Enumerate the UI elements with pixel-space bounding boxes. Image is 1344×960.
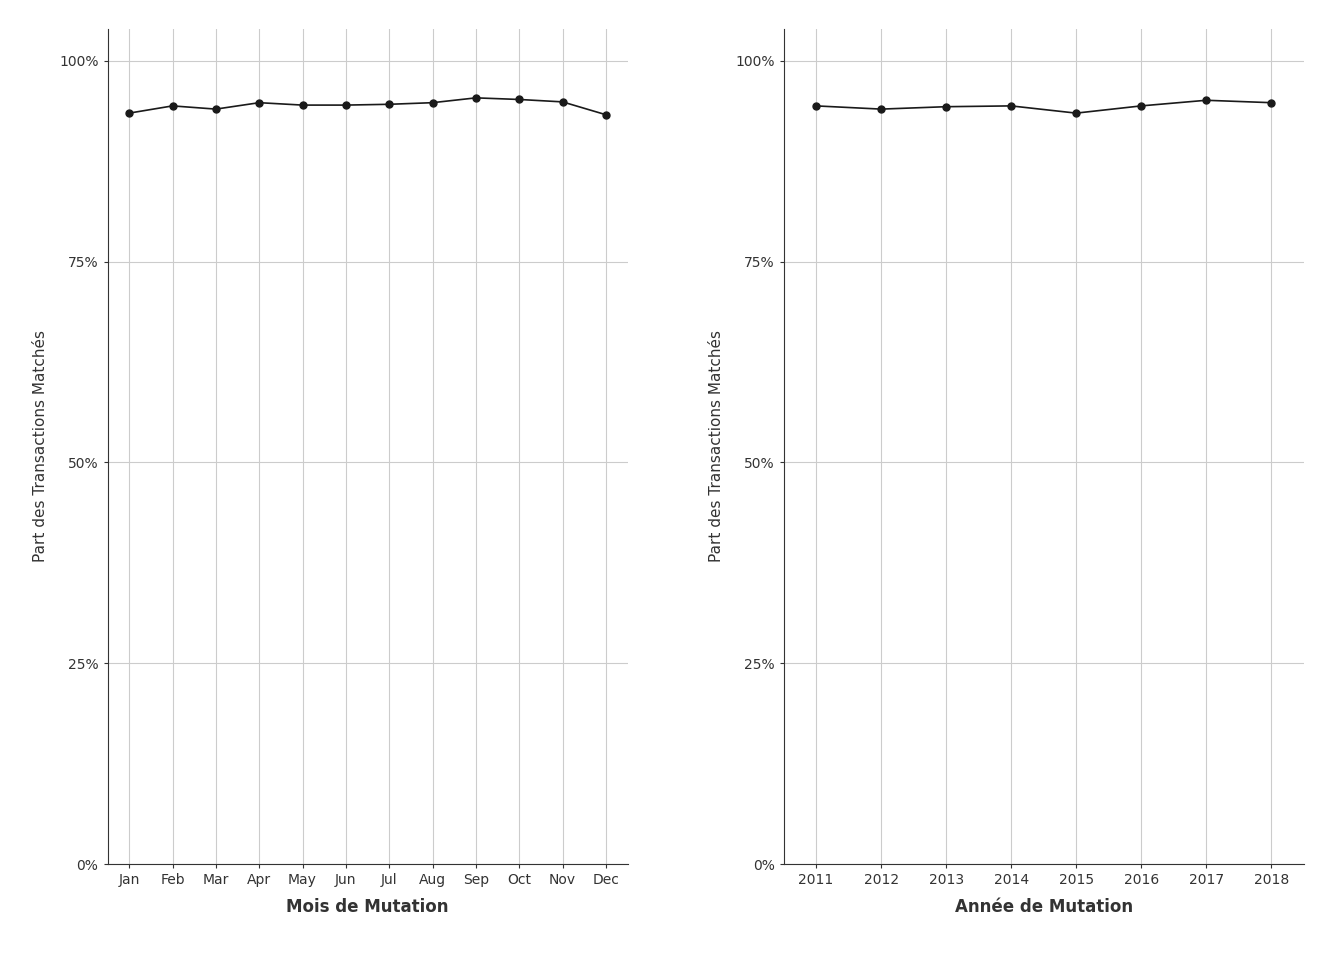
X-axis label: Mois de Mutation: Mois de Mutation [286, 899, 449, 916]
Y-axis label: Part des Transactions Matchés: Part des Transactions Matchés [710, 330, 724, 563]
X-axis label: Année de Mutation: Année de Mutation [954, 899, 1133, 916]
Y-axis label: Part des Transactions Matchés: Part des Transactions Matchés [32, 330, 48, 563]
